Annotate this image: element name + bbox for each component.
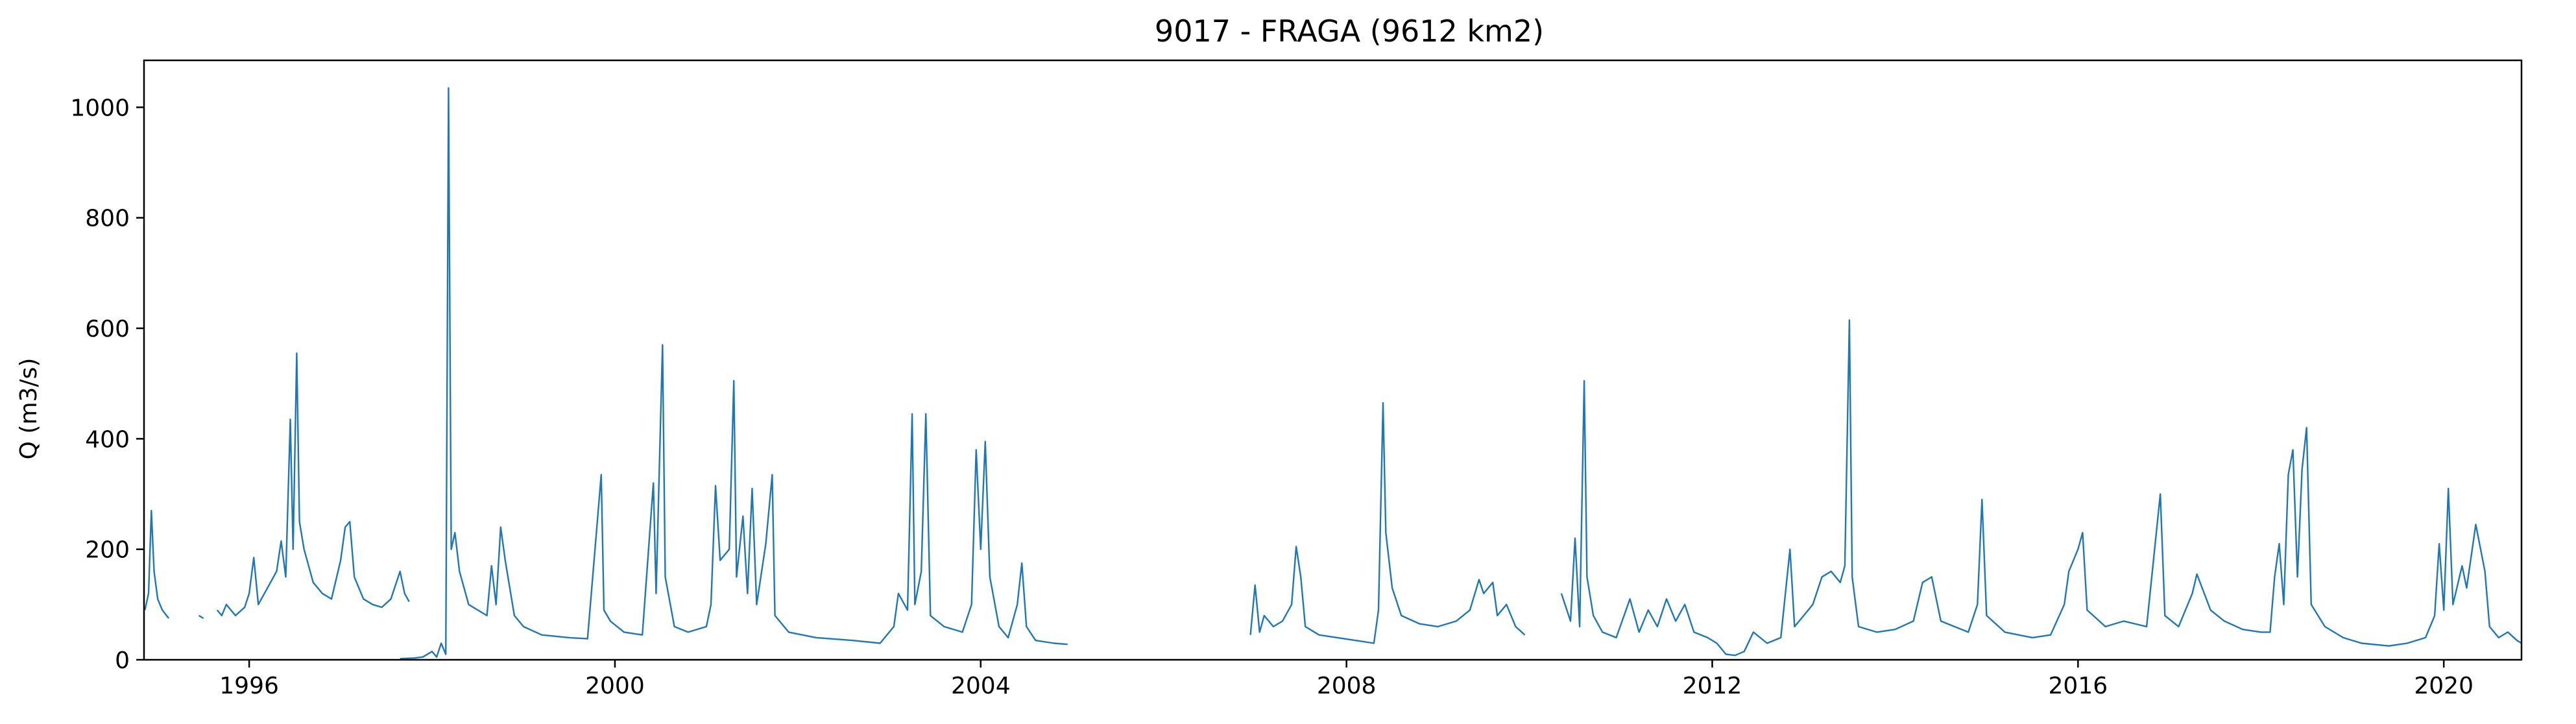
chart-title: 9017 - FRAGA (9612 km2) <box>1155 14 1544 49</box>
x-tick-label: 1996 <box>219 673 279 699</box>
y-tick-label: 400 <box>85 426 130 453</box>
x-tick-label: 2016 <box>2049 673 2108 699</box>
y-tick-label: 1000 <box>70 95 130 121</box>
y-axis: 0 200 400 600 800 1000 <box>70 95 144 674</box>
series-line-segment <box>198 614 204 620</box>
x-tick-label: 2020 <box>2414 673 2474 699</box>
y-tick-label: 800 <box>85 206 130 232</box>
x-tick-label: 2012 <box>1683 673 1742 699</box>
y-axis-label: Q (m3/s) <box>16 358 42 460</box>
series-line-segment <box>400 87 1068 660</box>
series-discharge <box>144 87 2522 660</box>
x-tick-label: 2008 <box>1317 673 1377 699</box>
series-line-segment <box>1560 319 2522 657</box>
plot-area <box>144 87 2522 660</box>
y-tick-label: 200 <box>85 537 130 564</box>
y-tick-label: 600 <box>85 316 130 343</box>
x-tick-label: 2000 <box>585 673 645 699</box>
series-line-segment <box>144 509 170 619</box>
axes-frame <box>143 59 2523 661</box>
series-line-segment <box>216 352 410 617</box>
x-axis: 1996 2000 2004 2008 2012 2016 2020 <box>219 660 2474 699</box>
x-tick-label: 2004 <box>951 673 1011 699</box>
y-tick-label: 0 <box>115 647 130 674</box>
series-line-segment <box>1249 402 1526 644</box>
